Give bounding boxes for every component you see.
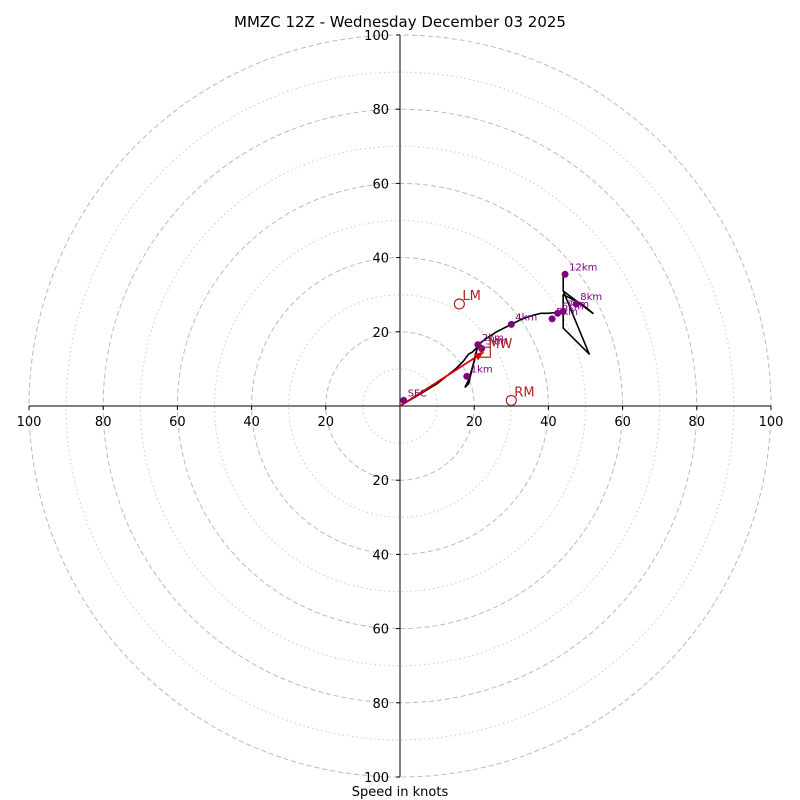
y-tick-label: 60 [372, 177, 389, 192]
y-tick-label: 80 [372, 697, 389, 712]
height-label-1km: 1km [471, 364, 493, 375]
x-tick-label: 20 [466, 415, 483, 430]
y-tick-label: 20 [372, 474, 389, 489]
marker-lm [453, 298, 465, 310]
mean-wind-vector [399, 351, 484, 407]
height-label-5km: 5km [556, 307, 578, 318]
y-tick-label: 100 [364, 29, 389, 44]
height-point-sfc [400, 396, 408, 404]
mean-wind-arrow-shaft [399, 351, 484, 407]
height-label-sfc: SFC [408, 388, 427, 399]
height-point-1km [463, 372, 471, 380]
y-tick-label: 20 [372, 326, 389, 341]
marker-mw [479, 346, 491, 358]
height-point-6km [554, 309, 562, 317]
height-label-4km: 4km [515, 312, 537, 323]
x-tick-label: 60 [614, 415, 631, 430]
height-point-5km [548, 315, 556, 323]
y-tick-label: 60 [372, 623, 389, 638]
hodograph-line [399, 272, 594, 407]
height-label-12km: 12km [569, 262, 597, 273]
marker-label-mw: MW [488, 337, 512, 352]
height-point-3km [478, 344, 486, 352]
marker-label-rm: RM [514, 385, 534, 400]
height-label-3km: 3km [486, 336, 508, 347]
x-tick-label: 80 [689, 415, 706, 430]
x-tick-label: 100 [759, 415, 784, 430]
height-point-4km [507, 320, 515, 328]
height-points: SFC1km2km3km4km5km6km7km8km12km [400, 262, 602, 404]
x-axis-label: Speed in knots [352, 785, 449, 800]
height-point-12km [561, 270, 569, 278]
height-label-2km: 2km [482, 333, 504, 344]
height-point-7km [559, 307, 567, 315]
mean-wind-arrow-head [473, 352, 484, 361]
height-label-6km: 6km [562, 301, 584, 312]
marker-rm [505, 394, 517, 407]
y-tick-label: 100 [364, 771, 389, 786]
tick-labels: 100 80 60 40 20 20 40 60 80 100 100 80 60 40 20 20 40 60 8… [17, 29, 784, 786]
x-tick-label: 20 [318, 415, 335, 430]
marker-label-lm: LM [462, 289, 480, 304]
storm-motion-markers: LM RM MW [453, 289, 535, 407]
height-label-8km: 8km [580, 292, 602, 303]
y-tick-label: 80 [372, 103, 389, 118]
y-tick-label: 40 [372, 252, 389, 267]
chart-title: MMZC 12Z - Wednesday December 03 2025 [234, 13, 566, 31]
x-tick-label: 80 [95, 415, 112, 430]
x-tick-label: 40 [243, 415, 260, 430]
x-tick-label: 40 [540, 415, 557, 430]
x-tick-label: 100 [17, 415, 42, 430]
y-tick-label: 40 [372, 548, 389, 563]
x-tick-label: 60 [169, 415, 186, 430]
height-point-8km [572, 300, 580, 308]
